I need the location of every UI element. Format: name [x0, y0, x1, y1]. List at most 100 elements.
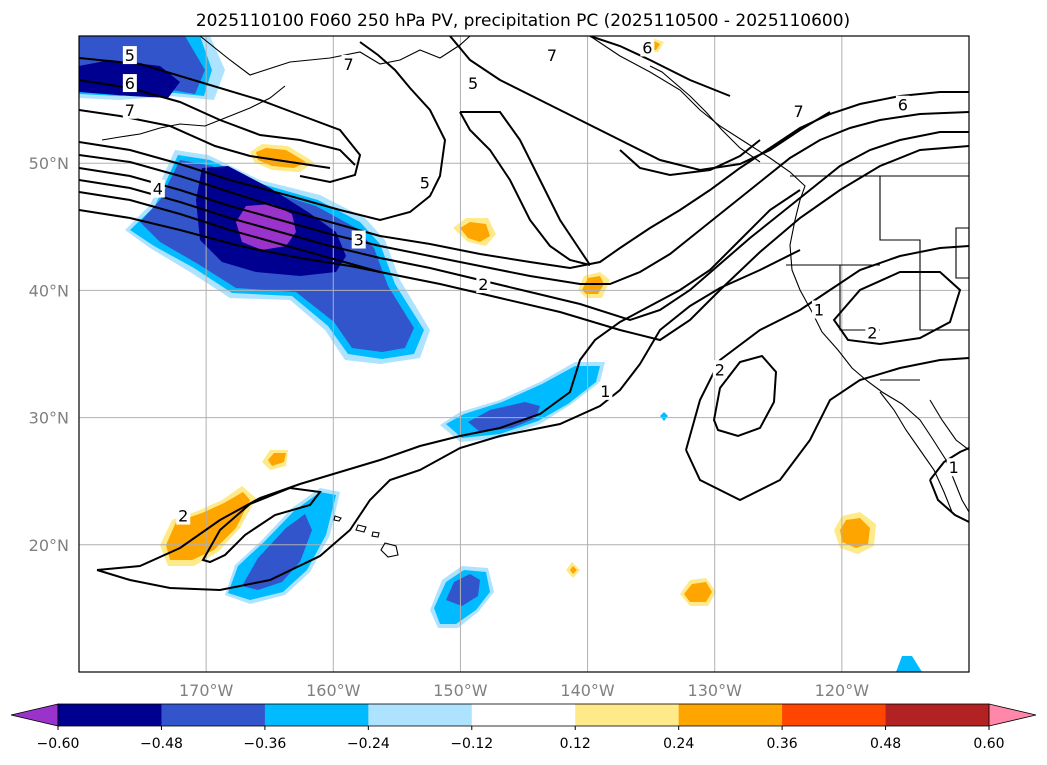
- contour-label: 5: [125, 46, 135, 65]
- lat-tick-label: 50°N: [29, 154, 69, 173]
- pv-contour-c: [79, 111, 969, 285]
- precip-shade-s-blue: [446, 574, 480, 606]
- coast-alaska-panhandle: [589, 36, 806, 201]
- contour-label-bg: [476, 275, 491, 294]
- contour-label: 7: [547, 46, 557, 65]
- colorbar-tick-label: 0.60: [973, 736, 1004, 752]
- coast-gulf: [929, 399, 969, 451]
- coast-baja: [879, 391, 953, 513]
- contour-label-bg: [598, 381, 613, 400]
- contour-label: 5: [468, 74, 478, 93]
- coast-hawaii-mid2: [371, 531, 380, 538]
- contour-label-bg: [417, 173, 432, 192]
- contour-label-bg: [466, 74, 481, 93]
- colorbar-segment: [575, 704, 680, 726]
- colorbar-tick-label: −0.24: [347, 736, 390, 752]
- contour-label: 1: [814, 300, 824, 319]
- contour-label-bg: [351, 230, 366, 249]
- lat-tick-label: 20°N: [29, 536, 69, 555]
- contour-label: 5: [420, 173, 430, 192]
- colorbar-tick-label: −0.12: [450, 736, 493, 752]
- colorbar-tick-label: −0.60: [37, 736, 80, 752]
- lon-tick-label: 130°W: [688, 681, 743, 700]
- contour-label-bg: [122, 100, 137, 119]
- colorbar-tick-label: 0.24: [663, 736, 694, 752]
- contour-label: 4: [153, 180, 163, 199]
- coast-state-4: [955, 227, 969, 279]
- pv-contour-e: [79, 145, 969, 342]
- contour-label: 2: [478, 275, 488, 294]
- map-frame: [78, 35, 970, 673]
- colorbar-segment: [161, 704, 266, 726]
- lon-tick-label: 160°W: [306, 681, 361, 700]
- coast-hawaii-big: [380, 542, 399, 558]
- colorbar-segment: [782, 704, 887, 726]
- colorbar-segment: [264, 704, 369, 726]
- contour-label: 6: [125, 74, 135, 93]
- map-panel: 5 6 7 4 3 5 7 5 7 6 7 6 2 1 1 2 2 2 1: [79, 36, 969, 672]
- pv-contour-6-nw: [79, 79, 356, 166]
- pv-contour-1-east2: [685, 357, 969, 502]
- coast-aleutians: [101, 85, 286, 141]
- pv-contour-5-bowl: [619, 139, 761, 177]
- pv-contours: [79, 36, 969, 592]
- lat-tick-label: 30°N: [29, 409, 69, 428]
- contour-label-bg: [544, 46, 559, 65]
- colorbar-segment: [471, 704, 576, 726]
- contour-label-bg: [122, 74, 137, 93]
- pv-contour-b: [79, 91, 969, 270]
- colorbar-outline: [57, 703, 990, 727]
- pv-contour-1-lower: [96, 249, 801, 592]
- precip-shade-corner: [896, 656, 922, 672]
- contour-labels: 5 6 7 4 3 5 7 5 7 6 7 6 2 1 1 2 2 2 1: [122, 38, 961, 526]
- pv-contour-2-ring: [712, 354, 778, 438]
- colorbar: −0.60 −0.48 −0.36 −0.24 −0.12 0.12 0.24 0.36 0.4…: [10, 703, 1037, 752]
- colorbar-tick-label: −0.36: [243, 736, 286, 752]
- precip-pos-8-core: [840, 518, 870, 548]
- pv-contour-5-nw: [79, 57, 362, 184]
- contour-label: 3: [354, 231, 364, 250]
- pv-contour-d: [79, 131, 969, 322]
- lon-tick-label: 120°W: [815, 681, 870, 700]
- contour-label: 6: [642, 38, 652, 57]
- colorbar-tick-label: 0.48: [870, 736, 901, 752]
- contour-label-bg: [946, 458, 961, 477]
- precip-shade-small-1: [660, 412, 668, 421]
- pv-contour-7-nw: [79, 109, 331, 169]
- contour-label: 2: [178, 507, 188, 526]
- contour-label-bg: [811, 300, 826, 319]
- coast-alaska: [199, 36, 471, 76]
- contour-label-bg: [122, 46, 137, 65]
- precip-pos-7-core: [684, 582, 712, 602]
- pv-contour-2-east: [832, 271, 962, 346]
- pv-contour-a: [79, 41, 447, 222]
- colorbar-tick-label: −0.48: [140, 736, 183, 752]
- map-title: 2025110100 F060 250 hPa PV, precipitatio…: [196, 11, 850, 31]
- contour-label-bg: [895, 95, 910, 114]
- colorbar-segment: [885, 704, 990, 726]
- pv-contour-1-se: [929, 447, 969, 481]
- coast-bc-islands: [649, 65, 761, 163]
- precip-shade-sw-blue: [242, 514, 312, 590]
- contour-label: 6: [898, 96, 908, 115]
- contour-label-bg: [712, 360, 727, 379]
- pv-contour-f: [79, 209, 381, 273]
- pv-contour-2-channel-r: [459, 111, 591, 266]
- colorbar-segment: [368, 704, 473, 726]
- lat-tick-label: 40°N: [29, 281, 69, 300]
- precip-pos-4-core: [268, 453, 286, 466]
- coast-hawaii-mid: [355, 524, 367, 533]
- contour-label: 7: [343, 55, 353, 74]
- pv-contour-2-channel: [460, 111, 591, 266]
- contour-label-bg: [640, 38, 655, 57]
- colorbar-tick-label: 0.12: [560, 736, 591, 752]
- colorbar-extend-low: [10, 703, 59, 727]
- latitude-labels: 20°N 30°N 40°N 50°N: [29, 154, 69, 555]
- pv-contour-5-n: [449, 36, 831, 172]
- contour-label: 1: [949, 458, 959, 477]
- contour-label: 7: [794, 102, 804, 121]
- contour-label: 1: [600, 382, 610, 401]
- lon-tick-label: 140°W: [560, 681, 615, 700]
- contour-label: 7: [125, 101, 135, 120]
- contour-label-bg: [150, 179, 165, 198]
